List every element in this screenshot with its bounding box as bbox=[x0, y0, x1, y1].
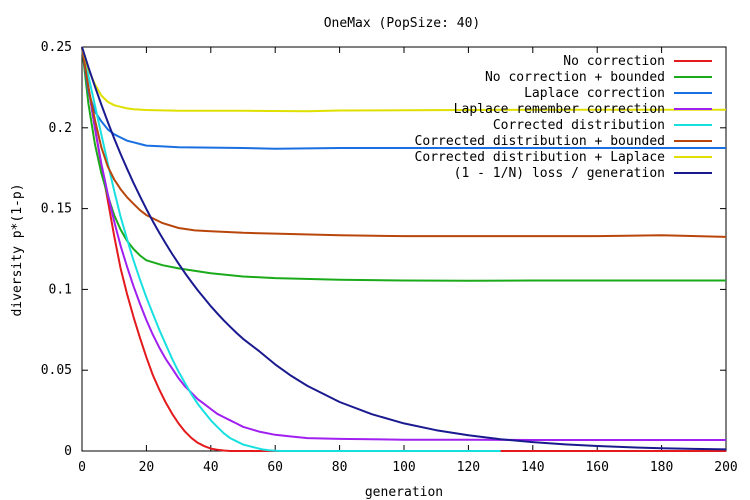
series-line-8 bbox=[81, 46, 727, 451]
y-tick-label: 0.2 bbox=[49, 121, 72, 136]
legend-item: Corrected distribution bbox=[493, 118, 712, 133]
legend-label: Laplace remember correction bbox=[454, 102, 665, 117]
series-line-5 bbox=[81, 46, 501, 452]
series-line-3 bbox=[81, 46, 726, 150]
x-axis-label: generation bbox=[365, 485, 443, 500]
series-line-4 bbox=[81, 46, 726, 441]
x-tick-label: 180 bbox=[650, 460, 673, 475]
y-axis-label: diversity p*(1-p) bbox=[10, 183, 25, 316]
y-tick-label: 0 bbox=[64, 444, 72, 459]
x-tick-label: 140 bbox=[521, 460, 544, 475]
x-tick-label: 60 bbox=[267, 460, 283, 475]
y-tick-label: 0.15 bbox=[41, 202, 72, 217]
series-lines bbox=[81, 46, 727, 452]
series-line-1 bbox=[81, 46, 726, 452]
y-tick-label: 0.1 bbox=[49, 282, 72, 297]
legend-item: Laplace remember correction bbox=[454, 102, 712, 117]
legend-item: Corrected distribution + Laplace bbox=[415, 150, 712, 165]
x-tick-label: 160 bbox=[585, 460, 608, 475]
x-axis-ticks: 0 20 40 60 80 100 120 140 160 180 200 bbox=[78, 47, 738, 475]
x-tick-label: 80 bbox=[332, 460, 348, 475]
series-line-6 bbox=[81, 46, 727, 238]
x-tick-label: 200 bbox=[714, 460, 737, 475]
legend-item: (1 - 1/N) loss / generation bbox=[454, 166, 712, 181]
y-axis-ticks: 0 0.05 0.1 0.15 0.2 0.25 bbox=[41, 40, 726, 459]
legend-label: No correction bbox=[563, 54, 665, 69]
x-tick-label: 40 bbox=[203, 460, 219, 475]
y-tick-label: 0.25 bbox=[41, 40, 72, 55]
chart-title: OneMax (PopSize: 40) bbox=[324, 16, 481, 31]
legend-label: Corrected distribution + bounded bbox=[415, 134, 665, 149]
legend-item: Laplace correction bbox=[524, 86, 712, 101]
legend-item: No correction + bounded bbox=[485, 70, 712, 85]
legend-item: Corrected distribution + bounded bbox=[415, 134, 712, 149]
y-tick-label: 0.05 bbox=[41, 363, 72, 378]
x-tick-label: 100 bbox=[392, 460, 415, 475]
x-tick-label: 0 bbox=[78, 460, 86, 475]
legend-label: Corrected distribution bbox=[493, 118, 665, 133]
legend-label: Laplace correction bbox=[524, 86, 665, 101]
legend-label: (1 - 1/N) loss / generation bbox=[454, 166, 665, 181]
legend-label: Corrected distribution + Laplace bbox=[415, 150, 666, 165]
series-line-7 bbox=[81, 46, 726, 113]
x-tick-label: 20 bbox=[139, 460, 155, 475]
legend-item: No correction bbox=[563, 54, 712, 69]
legend-label: No correction + bounded bbox=[485, 70, 665, 85]
x-tick-label: 120 bbox=[457, 460, 480, 475]
